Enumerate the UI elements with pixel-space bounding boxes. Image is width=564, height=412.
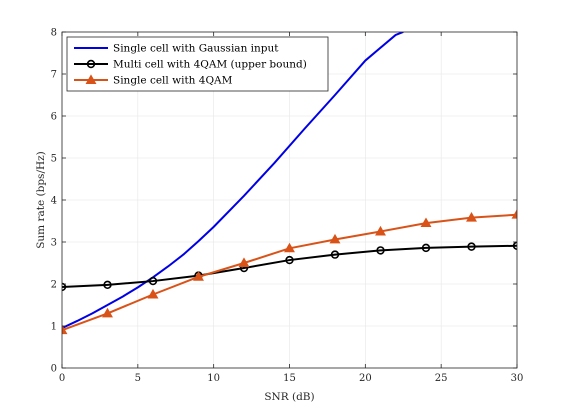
x-tick-label: 5 bbox=[135, 373, 141, 384]
series-layer bbox=[62, 32, 517, 335]
y-tick-label: 3 bbox=[51, 238, 57, 249]
series-line bbox=[62, 244, 517, 288]
x-tick-label: 0 bbox=[59, 373, 65, 384]
x-axis-label: SNR (dB) bbox=[264, 391, 314, 403]
data-point bbox=[193, 271, 204, 281]
data-point bbox=[375, 225, 386, 236]
legend-entry: Multi cell with 4QAM (upper bound) bbox=[74, 59, 307, 71]
data-point bbox=[466, 212, 477, 222]
legend: Single cell with Gaussian input Multi cel… bbox=[66, 36, 329, 92]
data-point bbox=[421, 243, 431, 253]
x-tick-label: 10 bbox=[207, 373, 220, 384]
data-point bbox=[330, 250, 340, 259]
y-tick-label: 4 bbox=[51, 196, 57, 207]
data-point bbox=[238, 257, 250, 267]
data-point bbox=[284, 242, 295, 253]
legend-entry: Single cell with 4QAM bbox=[74, 74, 233, 87]
y-axis-label: Sum rate (bps/Hz) bbox=[35, 151, 47, 249]
y-tick-label: 5 bbox=[51, 154, 57, 165]
legend-box bbox=[66, 36, 329, 92]
data-point bbox=[102, 307, 113, 318]
y-tick-label: 8 bbox=[51, 28, 57, 39]
data-point bbox=[147, 288, 159, 299]
data-point bbox=[62, 282, 67, 292]
y-tick-label: 7 bbox=[51, 70, 57, 81]
data-point bbox=[376, 246, 385, 255]
y-tick-label: 1 bbox=[51, 322, 57, 333]
legend-entry: Single cell with Gaussian input bbox=[74, 43, 279, 55]
x-tick-label: 30 bbox=[511, 373, 524, 384]
y-tick-label: 6 bbox=[51, 112, 57, 123]
series-line bbox=[62, 32, 404, 330]
legend-label: Single cell with 4QAM bbox=[113, 75, 233, 87]
y-tick-label: 0 bbox=[51, 364, 57, 375]
data-point bbox=[285, 255, 294, 265]
data-point bbox=[420, 217, 432, 228]
axis-ticks: 0 5 10 15 20 25 30 0 1 2 3 4 5 6 7 8 bbox=[51, 28, 524, 385]
data-point bbox=[329, 233, 341, 244]
x-tick-label: 20 bbox=[359, 373, 372, 384]
legend-label: Multi cell with 4QAM (upper bound) bbox=[113, 59, 307, 71]
series-1 bbox=[62, 32, 404, 330]
data-point bbox=[148, 276, 158, 286]
legend-label: Single cell with Gaussian input bbox=[113, 43, 279, 55]
data-point bbox=[511, 209, 517, 219]
legend-marker bbox=[85, 74, 97, 84]
series-3 bbox=[62, 209, 517, 335]
legend-marker bbox=[86, 59, 96, 69]
x-tick-label: 15 bbox=[283, 373, 296, 384]
data-point bbox=[467, 242, 476, 251]
data-point bbox=[62, 324, 68, 335]
x-tick-label: 25 bbox=[435, 373, 448, 384]
data-point bbox=[103, 280, 112, 290]
y-tick-label: 2 bbox=[51, 280, 57, 291]
